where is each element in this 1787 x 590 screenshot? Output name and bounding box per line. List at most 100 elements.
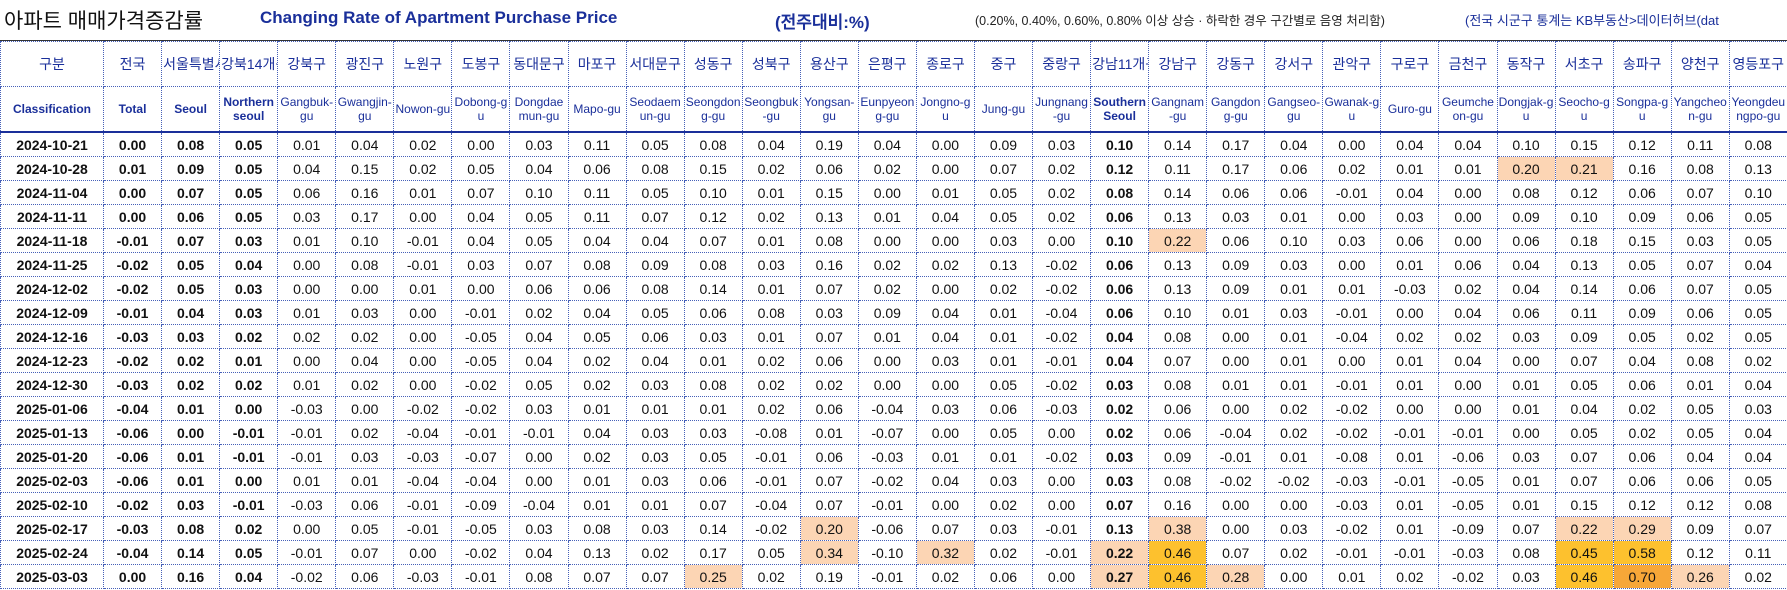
date-cell: 2024-11-04: [0, 180, 104, 205]
value-cell: 0.10: [1090, 228, 1150, 253]
value-cell: 0.15: [335, 156, 395, 181]
value-cell: 0.04: [161, 300, 221, 325]
value-cell: 0.00: [451, 276, 511, 301]
value-cell: 0.05: [625, 300, 685, 325]
value-cell: 0.01: [277, 131, 337, 157]
value-cell: 0.06: [683, 300, 743, 325]
value-cell: 0.04: [277, 156, 337, 181]
date-cell: 2024-12-16: [0, 324, 104, 349]
header-english: Jongno-gu: [915, 86, 975, 133]
header-korean: 서초구: [1554, 41, 1614, 87]
data-row: 2024-12-02 -0.02 0.05 0.03 0.00 0.00 0.01 0.00 0…: [0, 276, 1787, 301]
value-cell: 0.06: [1612, 276, 1672, 301]
value-cell: -0.03: [1031, 396, 1092, 421]
value-cell: -0.01: [393, 228, 453, 253]
header-korean: 광진구: [335, 41, 395, 87]
header-english: Gangseo-gu: [1264, 86, 1324, 133]
value-cell: 0.03: [973, 468, 1034, 493]
value-cell: 0.11: [1670, 131, 1730, 157]
value-cell: 0.02: [509, 300, 569, 325]
value-cell: 0.04: [1728, 252, 1787, 277]
value-cell: 0.01: [102, 156, 163, 181]
header-korean: 서대문구: [625, 41, 685, 87]
data-row: 2025-01-06 -0.04 0.01 0.00 -0.03 0.00 -0.02 -0.…: [0, 396, 1787, 421]
value-cell: 0.04: [625, 228, 685, 253]
value-cell: 0.04: [335, 348, 395, 373]
value-cell: -0.03: [857, 444, 917, 469]
value-cell: 0.03: [1090, 372, 1150, 397]
value-cell: 0.01: [973, 348, 1034, 373]
value-cell: -0.03: [393, 444, 453, 469]
value-cell: 0.10: [509, 180, 569, 205]
value-cell: 0.19: [799, 131, 859, 157]
unit-note: (전주대비:%): [775, 13, 870, 32]
date-cell: 2025-01-20: [0, 444, 104, 469]
value-cell: 0.04: [1380, 131, 1440, 157]
value-cell: 0.05: [509, 204, 569, 229]
value-cell: 0.07: [973, 156, 1034, 181]
value-cell: -0.02: [1031, 276, 1092, 301]
value-cell: 0.01: [1496, 396, 1556, 421]
value-cell: -0.03: [1322, 492, 1382, 517]
value-cell: 0.04: [451, 204, 511, 229]
header-korean: 서울특별시: [161, 41, 221, 87]
header-korean: 도봉구: [451, 41, 511, 87]
value-cell: 0.06: [567, 156, 627, 181]
value-cell: 0.07: [799, 324, 859, 349]
header-korean: 강북14개구: [219, 41, 279, 87]
value-cell: 0.16: [335, 180, 395, 205]
value-cell: 0.00: [857, 228, 917, 253]
value-cell: -0.02: [451, 396, 511, 421]
value-cell: 0.01: [335, 468, 395, 493]
value-cell: 0.01: [161, 396, 221, 421]
value-cell: 0.05: [219, 180, 279, 205]
value-cell: 0.00: [1264, 564, 1324, 589]
data-row: 2025-02-17 -0.03 0.08 0.02 0.00 0.05 -0.01 -0.0…: [0, 516, 1787, 541]
value-cell: 0.04: [567, 300, 627, 325]
value-cell: 0.00: [1206, 348, 1266, 373]
value-cell: 0.00: [1322, 348, 1382, 373]
value-cell: 0.01: [277, 300, 337, 325]
value-cell: 0.46: [1148, 540, 1208, 565]
value-cell: 0.00: [1496, 420, 1556, 445]
header-korean: 구로구: [1380, 41, 1440, 87]
header-korean: 양천구: [1670, 41, 1730, 87]
value-cell: -0.02: [1031, 324, 1092, 349]
value-cell: 0.06: [1380, 228, 1440, 253]
value-cell: 0.08: [625, 276, 685, 301]
value-cell: -0.01: [1438, 420, 1498, 445]
value-cell: -0.07: [451, 444, 511, 469]
value-cell: 0.03: [1206, 204, 1266, 229]
value-cell: 0.08: [625, 156, 685, 181]
data-row: 2025-03-03 0.00 0.16 0.04 -0.02 0.06 -0.03 -0.0…: [0, 564, 1787, 589]
value-cell: 0.01: [915, 444, 975, 469]
value-cell: 0.03: [277, 204, 337, 229]
value-cell: 0.00: [509, 468, 569, 493]
value-cell: 0.07: [567, 564, 627, 589]
value-cell: 0.13: [799, 204, 859, 229]
value-cell: 0.11: [567, 131, 627, 157]
value-cell: 0.03: [1670, 228, 1730, 253]
value-cell: 0.09: [857, 300, 917, 325]
value-cell: 0.06: [1612, 372, 1672, 397]
value-cell: -0.06: [857, 516, 917, 541]
value-cell: 0.05: [1612, 252, 1672, 277]
value-cell: -0.02: [1206, 468, 1266, 493]
value-cell: -0.06: [102, 468, 163, 493]
value-cell: 0.04: [567, 228, 627, 253]
value-cell: -0.08: [741, 420, 801, 445]
value-cell: 0.02: [1612, 396, 1672, 421]
value-cell: 0.02: [973, 492, 1034, 517]
value-cell: 0.01: [393, 276, 453, 301]
value-cell: 0.01: [1380, 156, 1440, 181]
value-cell: 0.01: [1322, 564, 1382, 589]
value-cell: 0.14: [1148, 131, 1208, 157]
value-cell: 0.04: [915, 204, 975, 229]
value-cell: 0.02: [393, 131, 453, 157]
value-cell: -0.02: [1322, 516, 1382, 541]
value-cell: 0.00: [393, 348, 453, 373]
header-row-english: Classification Total Seoul Northern seoul Ga…: [0, 86, 1787, 133]
value-cell: 0.12: [1554, 180, 1614, 205]
value-cell: 0.07: [915, 516, 975, 541]
value-cell: 0.07: [799, 276, 859, 301]
